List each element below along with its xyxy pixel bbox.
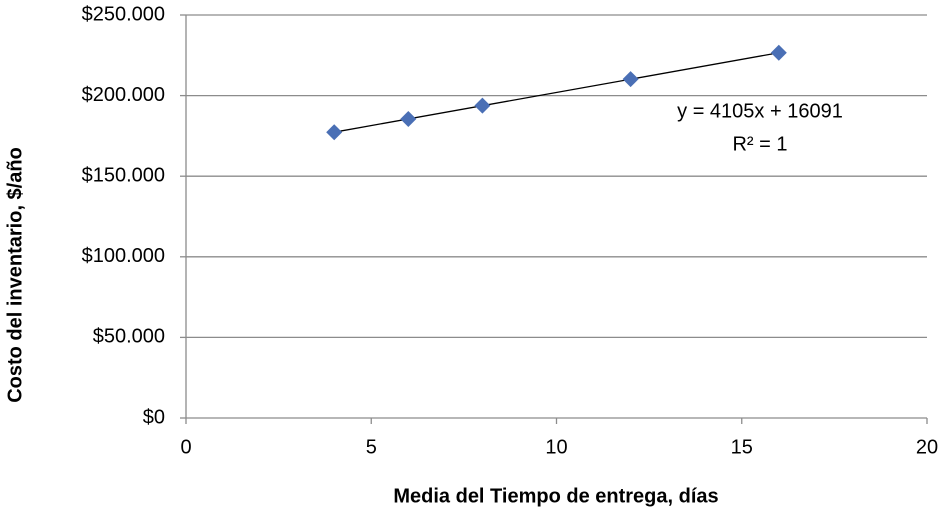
x-tick-label: 5	[366, 436, 377, 458]
y-tick-label: $50.000	[93, 326, 165, 348]
y-tick-label: $250.000	[82, 3, 165, 25]
x-tick-label: 0	[180, 436, 191, 458]
r-squared: R² = 1	[732, 133, 787, 155]
x-tick-label: 10	[545, 436, 567, 458]
marker	[474, 97, 491, 114]
marker	[326, 124, 343, 141]
y-tick-label: $0	[143, 406, 165, 428]
x-tick-label: 20	[916, 436, 938, 458]
y-tick-label: $200.000	[82, 84, 165, 106]
x-axis-title: Media del Tiempo de entrega, días	[393, 485, 718, 507]
y-tick-label: $100.000	[82, 245, 165, 267]
y-axis-title: Costo del inventario, $/año	[4, 147, 26, 403]
marker	[770, 44, 787, 61]
marker	[622, 71, 639, 88]
marker	[400, 110, 417, 127]
x-tick-label: 15	[731, 436, 753, 458]
y-tick-label: $150.000	[82, 164, 165, 186]
trendline-equation: y = 4105x + 16091	[677, 100, 843, 122]
